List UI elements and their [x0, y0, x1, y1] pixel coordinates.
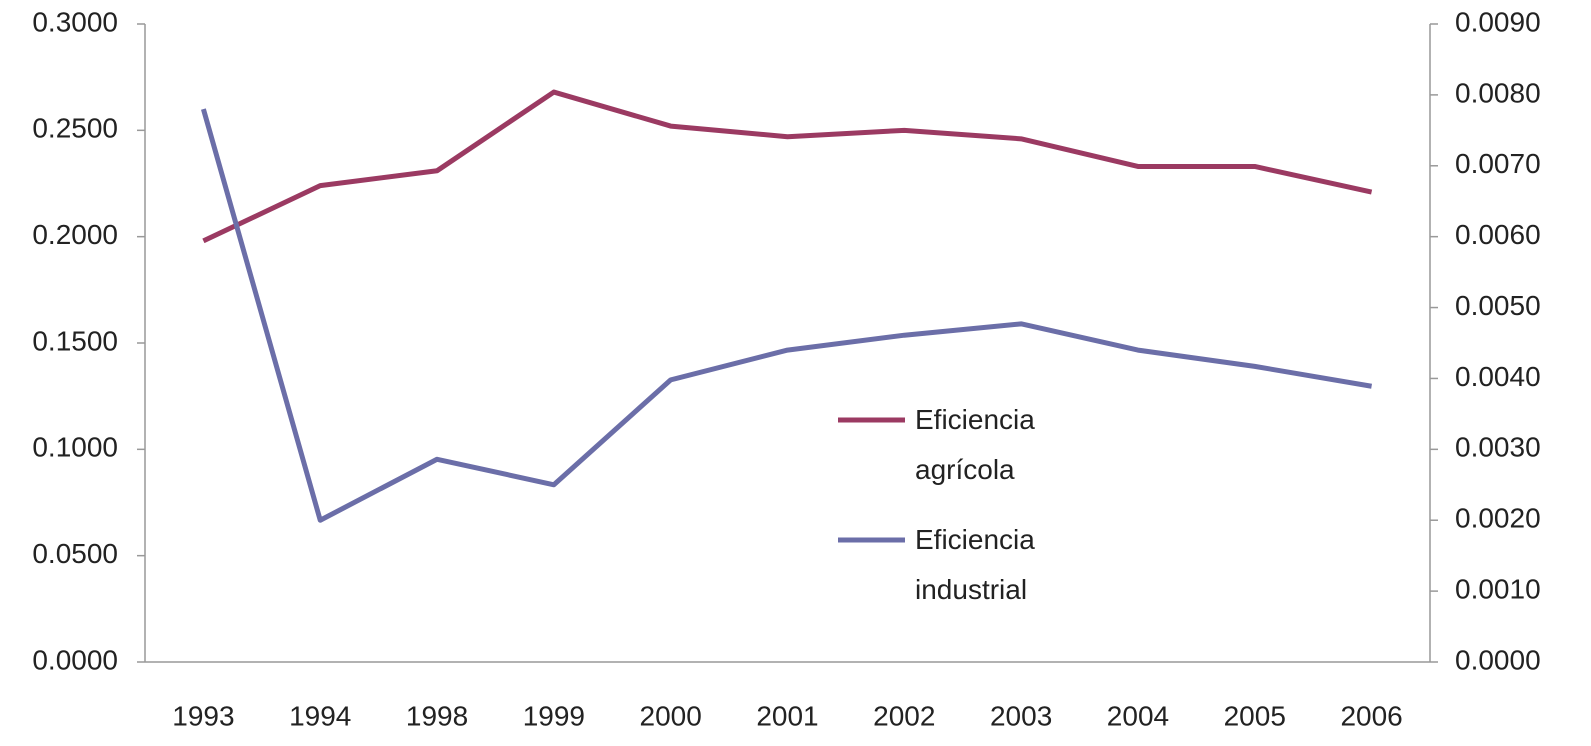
- y-tick-label: 0.2500: [32, 113, 118, 144]
- legend-label: Eficiencia industrial: [915, 524, 1035, 605]
- x-tick-label: 1994: [289, 700, 351, 731]
- y2-tick-label: 0.0020: [1455, 503, 1541, 534]
- x-tick-label: 2001: [756, 700, 818, 731]
- y2-tick-label: 0.0030: [1455, 432, 1541, 463]
- y-tick-label: 0.0500: [32, 538, 118, 569]
- y2-tick-label: 0.0040: [1455, 361, 1541, 392]
- y2-tick-label: 0.0010: [1455, 574, 1541, 605]
- y2-tick-label: 0.0080: [1455, 77, 1541, 108]
- x-tick-label: 2000: [640, 700, 702, 731]
- x-tick-label: 2003: [990, 700, 1052, 731]
- y-tick-label: 0.2000: [32, 219, 118, 250]
- y2-tick-label: 0.0050: [1455, 290, 1541, 321]
- data-line: [202, 89, 1373, 244]
- x-tick-label: 1999: [523, 700, 585, 731]
- y2-tick-label: 0.0070: [1455, 148, 1541, 179]
- x-tick-label: 1993: [172, 700, 234, 731]
- y2-tick-label: 0.0090: [1455, 6, 1541, 37]
- x-tick-label: 2002: [873, 700, 935, 731]
- y-tick-label: 0.0000: [32, 644, 118, 675]
- x-tick-label: 2005: [1224, 700, 1286, 731]
- data-line: [201, 108, 1373, 523]
- y-tick-label: 0.3000: [32, 6, 118, 37]
- x-tick-label: 2004: [1107, 700, 1169, 731]
- y-tick-label: 0.1000: [32, 432, 118, 463]
- x-tick-label: 1998: [406, 700, 468, 731]
- y2-tick-label: 0.0000: [1455, 644, 1541, 675]
- legend-label: Eficiencia agrícola: [915, 404, 1035, 485]
- y2-tick-label: 0.0060: [1455, 219, 1541, 250]
- y-tick-label: 0.1500: [32, 325, 118, 356]
- x-tick-label: 2006: [1340, 700, 1402, 731]
